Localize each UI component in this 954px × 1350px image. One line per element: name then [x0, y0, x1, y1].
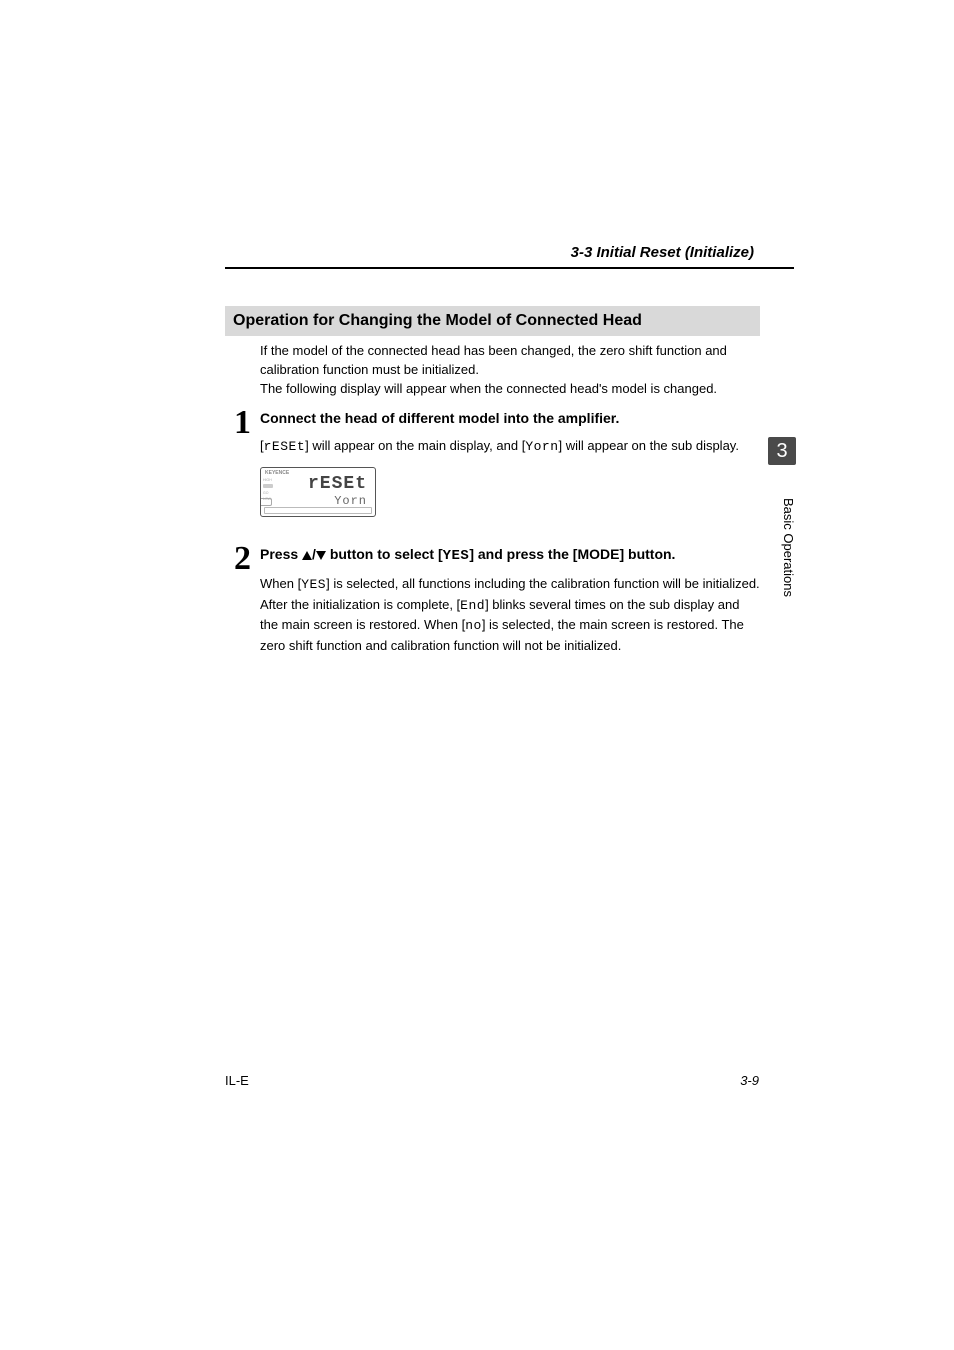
intro-line-2: The following display will appear when t…: [260, 381, 717, 396]
chapter-number: 3: [776, 440, 787, 462]
section-breadcrumb: 3-3 Initial Reset (Initialize): [0, 244, 954, 261]
seg-reset: rESEt: [264, 439, 306, 454]
header-rule: [225, 267, 794, 269]
display-sub-readout: Yorn: [334, 494, 367, 508]
chapter-label: Basic Operations: [768, 498, 796, 597]
step-2-body: When [YES] is selected, all functions in…: [260, 574, 760, 655]
display-bottom-band: [264, 507, 372, 514]
step-1-text-mid: ] will appear on the main display, and [: [305, 438, 525, 453]
subsection-title-bar: Operation for Changing the Model of Conn…: [225, 306, 760, 336]
step-1-body: [rESEt] will appear on the main display,…: [260, 436, 760, 457]
step-1: 1 Connect the head of different model in…: [260, 410, 760, 517]
triangle-up-icon: [302, 551, 312, 560]
seg-yes-title: YES: [443, 548, 470, 564]
step-2-text-pre: When [: [260, 576, 301, 591]
doc-code: IL-E: [225, 1073, 249, 1088]
step-2-title-post: ] and press the [MODE] button.: [469, 546, 675, 562]
page: 3-3 Initial Reset (Initialize) Operation…: [0, 0, 954, 1350]
page-header: 3-3 Initial Reset (Initialize): [0, 244, 954, 269]
page-footer: IL-E 3-9: [225, 1073, 759, 1088]
step-1-title: Connect the head of different model into…: [260, 410, 760, 426]
chapter-tab: 3: [768, 437, 796, 465]
seg-end: End: [460, 598, 485, 613]
seg-yes: YES: [301, 577, 326, 592]
step-2-title: Press / button to select [YES] and press…: [260, 546, 760, 564]
step-1-text-post: ] will appear on the sub display.: [559, 438, 739, 453]
seg-no: no: [465, 618, 482, 633]
triangle-down-icon: [316, 551, 326, 560]
display-brand: KEYENCE: [265, 471, 289, 476]
intro-line-1: If the model of the connected head has b…: [260, 343, 727, 377]
step-2: 2 Press / button to select [YES] and pre…: [260, 546, 760, 655]
amplifier-display-illustration: KEYENCE HIGH GO LOW rESEt Yorn: [260, 467, 376, 517]
display-main-readout: rESEt: [308, 474, 367, 494]
step-2-number: 2: [234, 540, 251, 578]
step-1-number: 1: [234, 404, 251, 442]
subsection-title: Operation for Changing the Model of Conn…: [233, 312, 642, 329]
seg-yorn: Yorn: [525, 439, 558, 454]
page-number: 3-9: [740, 1073, 759, 1088]
step-2-title-mid: button to select [: [326, 546, 443, 562]
intro-text: If the model of the connected head has b…: [260, 342, 760, 399]
step-2-title-pre: Press: [260, 546, 302, 562]
display-notch: [260, 498, 272, 506]
